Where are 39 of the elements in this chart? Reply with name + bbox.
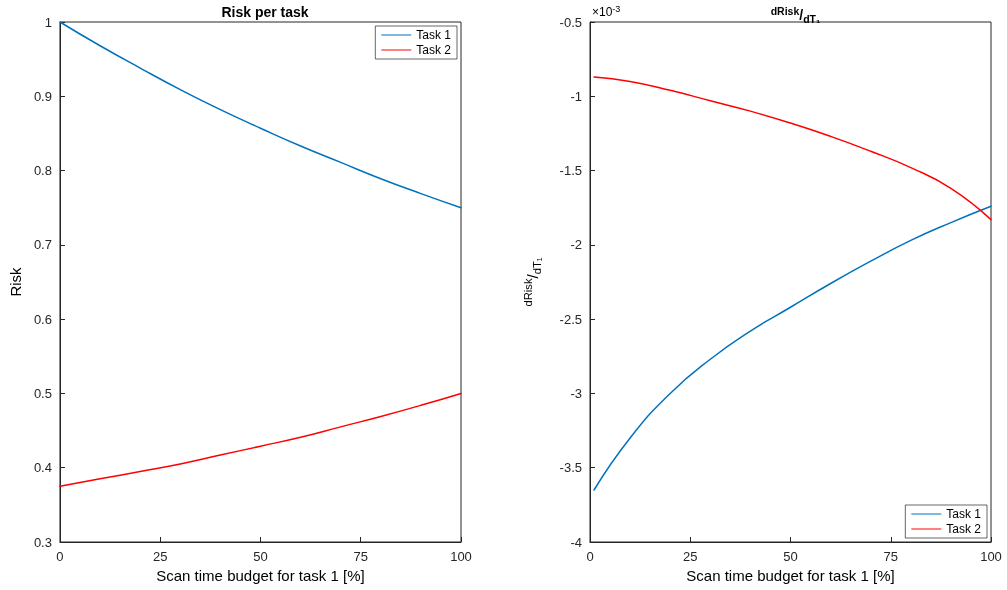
y-tick-label: 0.7	[33, 237, 52, 253]
y-tick-label: -1.5	[559, 163, 582, 179]
x-axis-title: Scan time budget for task 1 [%]	[686, 567, 895, 584]
x-tick-label: 0	[56, 549, 64, 564]
x-tick-label: 100	[980, 549, 1002, 564]
line-series	[59, 21, 462, 209]
legend-label: Task 2	[416, 43, 452, 57]
y-axis-title: Risk	[7, 266, 24, 297]
y-tick-label: 0.8	[33, 163, 52, 179]
legend-label: Task 1	[416, 28, 452, 42]
y-tick-label: 0.6	[33, 311, 52, 327]
line-series	[59, 392, 462, 488]
chart-title: Risk per task	[221, 4, 309, 20]
y-tick-label: 0.9	[33, 88, 52, 104]
x-tick-label: 75	[883, 549, 898, 564]
y-tick-label: -4	[570, 534, 582, 550]
legend-label: Task 1	[946, 507, 982, 521]
y-tick-label: -0.5	[559, 14, 582, 30]
x-tick-label: 50	[783, 549, 798, 564]
y-tick-label: -3	[570, 385, 582, 401]
x-tick-label: 50	[253, 549, 268, 564]
x-tick-label: 75	[353, 549, 368, 564]
x-tick-label: 25	[683, 549, 698, 564]
y-axis-title: dRisk/dT₁	[521, 257, 543, 307]
legend-label: Task 2	[946, 522, 982, 536]
x-tick-label: 0	[586, 549, 594, 564]
y-tick-label: 0.5	[33, 385, 52, 401]
y-tick-label: 0.3	[33, 534, 52, 550]
y-tick-label: -3.5	[559, 460, 582, 476]
y-tick-label: -2.5	[559, 311, 582, 327]
x-tick-label: 25	[152, 549, 168, 564]
line-series	[593, 76, 992, 221]
x-axis-title: Scan time budget for task 1 [%]	[156, 567, 365, 584]
y-tick-label: -2	[570, 237, 582, 253]
line-series	[593, 205, 992, 491]
y-tick-label: 1	[44, 14, 52, 30]
y-tick-label: 0.4	[33, 460, 52, 476]
y-tick-label: -1	[570, 88, 582, 104]
x-tick-label: 100	[450, 549, 472, 564]
